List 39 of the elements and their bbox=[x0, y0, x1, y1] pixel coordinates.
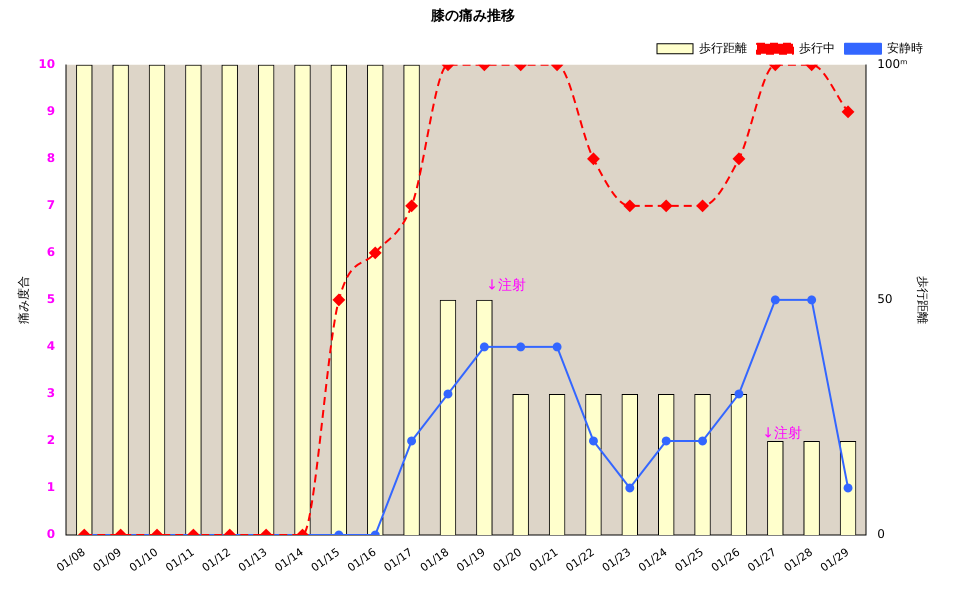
y2-axis-title: 歩行距離 bbox=[916, 276, 930, 324]
point bbox=[443, 389, 452, 398]
y-tick-label: 10 bbox=[38, 56, 56, 71]
y-tick-label: 8 bbox=[46, 150, 56, 165]
y-tick-label: 6 bbox=[46, 245, 56, 260]
legend-label: 歩行距離 bbox=[699, 40, 747, 55]
point bbox=[807, 295, 816, 304]
point bbox=[332, 294, 345, 306]
y2-tick-label: 50 bbox=[877, 292, 892, 306]
y2-tick-label: 100ᵐ bbox=[877, 56, 908, 71]
point bbox=[696, 200, 709, 212]
point bbox=[516, 342, 526, 352]
y-tick-label: 3 bbox=[46, 386, 56, 400]
point bbox=[369, 246, 382, 259]
legend-label: 歩行中 bbox=[799, 40, 835, 55]
legend-label: 安静時 bbox=[887, 40, 923, 55]
point bbox=[588, 436, 598, 446]
point bbox=[770, 295, 780, 304]
point bbox=[407, 436, 416, 446]
point bbox=[660, 200, 672, 212]
y-tick-label: 5 bbox=[46, 292, 56, 306]
point bbox=[734, 389, 744, 398]
chart-title: 膝の痛み推移 bbox=[430, 7, 515, 24]
point bbox=[662, 436, 671, 446]
annotation: ↓注射 bbox=[762, 426, 802, 442]
annotation: ↓注射 bbox=[486, 277, 526, 294]
point bbox=[480, 342, 489, 352]
y2-tick-label: 0 bbox=[877, 527, 885, 542]
y-tick-label: 0 bbox=[46, 527, 56, 542]
y-tick-label: 9 bbox=[46, 104, 56, 118]
y-tick-label: 4 bbox=[46, 339, 56, 354]
y-tick-label: 7 bbox=[46, 198, 56, 212]
y-tick-label: 1 bbox=[46, 480, 56, 494]
point bbox=[624, 200, 636, 212]
point bbox=[406, 200, 418, 212]
point bbox=[698, 436, 708, 446]
y-tick-label: 2 bbox=[46, 433, 56, 448]
point bbox=[552, 342, 562, 352]
y-axis-title: 痛み度合 bbox=[16, 276, 30, 324]
